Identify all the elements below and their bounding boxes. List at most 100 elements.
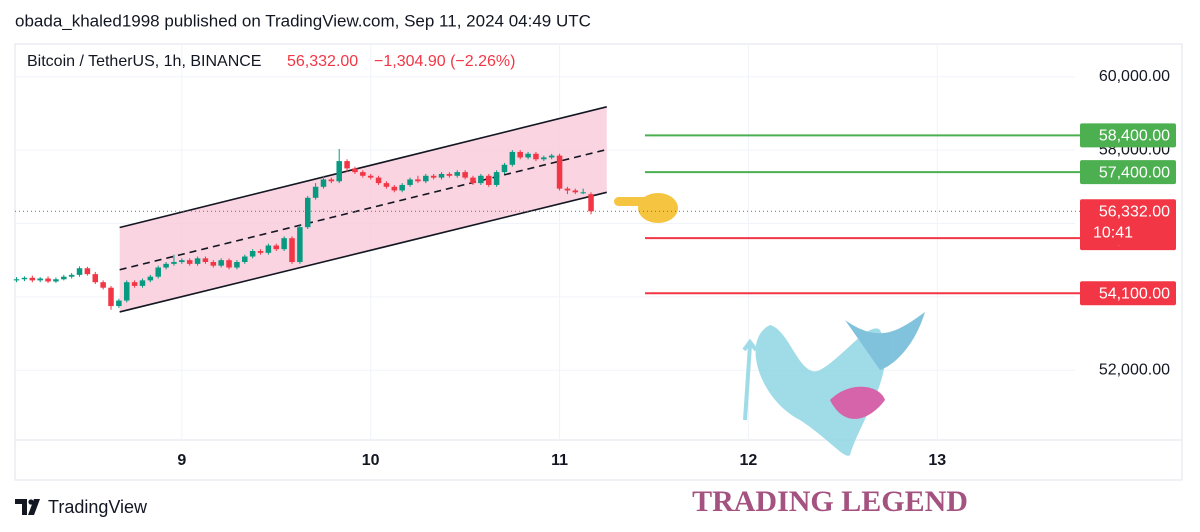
candle-body — [360, 172, 366, 176]
candle-body — [92, 274, 99, 283]
x-tick-label: 10 — [362, 452, 380, 469]
candle-body — [179, 260, 185, 263]
x-tick-label: 9 — [177, 452, 186, 469]
candle-body — [257, 251, 264, 253]
candle-body — [37, 278, 43, 281]
candle-body — [415, 179, 421, 182]
candle-body — [430, 175, 437, 178]
tv-logo — [15, 499, 40, 515]
x-tick-label: 12 — [740, 452, 758, 469]
price-badge-label: 56,332.00 — [1099, 204, 1170, 221]
level-label: 54,100.00 — [1099, 285, 1170, 302]
candle-body — [226, 260, 232, 268]
candle-body — [147, 276, 154, 281]
candle-body — [265, 245, 272, 253]
candle-body — [194, 258, 201, 264]
candle-body — [493, 172, 500, 185]
candle-body — [249, 251, 256, 257]
x-tick-label: 13 — [928, 452, 946, 469]
candle-body — [328, 179, 335, 182]
candle-body — [76, 268, 83, 275]
candle-body — [61, 276, 67, 280]
symbol: Bitcoin / TetherUS, 1h, BINANCE — [27, 53, 261, 70]
publish-header: obada_khaled1998 published on TradingVie… — [15, 11, 591, 30]
chart-frame — [14, 43, 1183, 481]
candle-body — [234, 262, 240, 268]
x-tick-label: 11 — [551, 452, 568, 469]
change: −1,304.90 (−2.26%) — [374, 53, 515, 70]
candle-body — [446, 173, 453, 176]
candle-body — [218, 260, 224, 266]
candle-body — [304, 197, 311, 228]
candle-body — [541, 157, 547, 160]
candle-body — [123, 282, 130, 301]
candle-body — [391, 186, 398, 191]
arrow — [742, 338, 758, 421]
candle-body — [533, 153, 539, 160]
candle-body — [399, 184, 405, 191]
candle-body — [320, 179, 327, 187]
candle-body — [163, 263, 169, 268]
candle-body — [454, 172, 461, 176]
candle-body — [501, 164, 508, 173]
candle-body — [53, 279, 59, 282]
candle-body — [273, 245, 280, 250]
candle-body — [312, 186, 319, 198]
candle-body — [242, 256, 248, 263]
candle-body — [438, 173, 445, 178]
candle-body — [84, 268, 91, 275]
whale-belly — [830, 386, 885, 419]
whale-logo — [742, 312, 925, 456]
candle-body — [478, 175, 484, 184]
candle-body — [564, 188, 571, 191]
candle-body — [131, 282, 138, 286]
candle-body — [423, 175, 429, 182]
candle-body — [462, 172, 468, 178]
level-label: 57,400.00 — [1099, 164, 1170, 181]
price-badge — [1080, 199, 1176, 246]
candle-body — [45, 278, 51, 282]
candle-body — [186, 260, 193, 264]
candle-body — [548, 155, 555, 158]
whale-tail — [845, 312, 925, 370]
candle-body — [344, 161, 350, 169]
candle-body — [68, 274, 75, 277]
hand-finger — [614, 197, 650, 206]
candle-body — [509, 151, 516, 165]
candle-body — [13, 279, 20, 281]
countdown: 10:41 — [1093, 225, 1133, 242]
candle-body — [171, 262, 177, 264]
candle-body — [281, 238, 287, 250]
candle-body — [383, 183, 390, 187]
watermark: TRADING LEGEND — [692, 485, 968, 518]
hand-pointer — [614, 193, 678, 223]
candle-body — [367, 175, 374, 178]
tv-mark — [15, 499, 40, 515]
candle-body — [155, 267, 161, 277]
y-tick-label: 60,000.00 — [1099, 68, 1170, 85]
last-price: 56,332.00 — [287, 53, 358, 70]
candle-body — [407, 179, 413, 185]
candle-body — [375, 177, 382, 184]
y-tick-label: 52,000.00 — [1099, 361, 1170, 378]
level-badge — [1080, 123, 1176, 148]
candle-body — [108, 287, 114, 307]
whale-body — [755, 325, 886, 456]
candle-body — [100, 282, 106, 288]
candle-body — [470, 177, 476, 184]
level-badge — [1080, 281, 1176, 306]
candle-body — [336, 161, 342, 182]
channel-lower — [119, 191, 607, 313]
candle-body — [572, 190, 579, 193]
candle-body — [556, 155, 563, 189]
candle-body — [116, 300, 122, 307]
candle-body — [210, 262, 217, 266]
tv-dot — [28, 499, 34, 505]
candle-body — [289, 238, 295, 263]
candle-body — [139, 280, 146, 286]
candle-body — [21, 277, 28, 280]
candle-body — [588, 194, 594, 212]
level-badge — [1080, 160, 1176, 185]
candle-body — [580, 192, 586, 194]
